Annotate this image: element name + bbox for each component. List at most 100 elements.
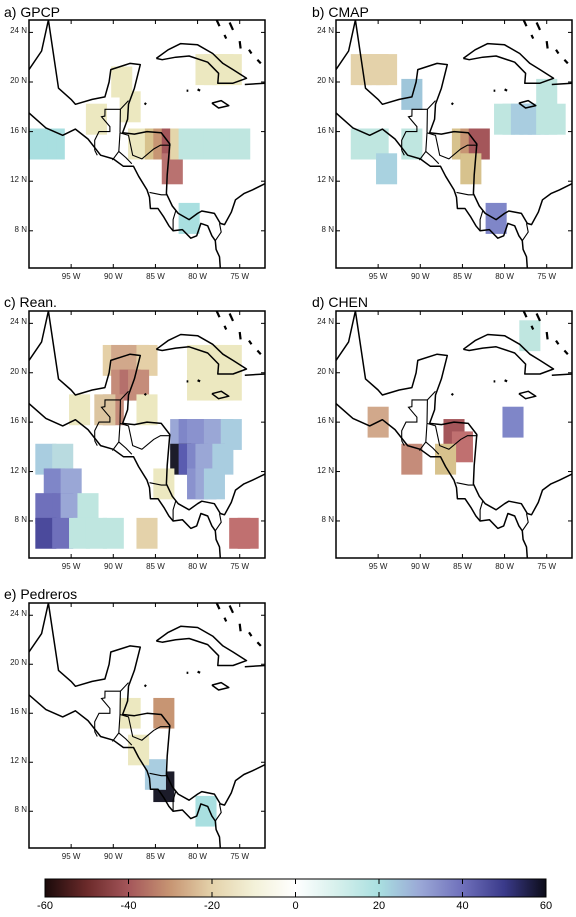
island-mark — [535, 313, 541, 322]
y-tick-label: 16 N — [317, 125, 334, 135]
tick-marks — [336, 311, 572, 558]
island-mark — [209, 294, 213, 295]
panel-label: a) GPCP — [4, 4, 61, 20]
coastlines — [29, 3, 265, 268]
anomaly-cell — [367, 128, 389, 160]
map-panel-2 — [335, 3, 573, 269]
island-mark — [450, 102, 454, 106]
island-mark — [555, 339, 560, 345]
anomaly-cells — [29, 54, 251, 234]
y-tick-label: 12 N — [10, 175, 27, 185]
country-borders — [94, 100, 222, 242]
anomaly-cell — [401, 128, 423, 160]
anomaly-cell — [35, 443, 57, 475]
country-borders — [401, 100, 529, 242]
tick-marks — [29, 603, 265, 848]
x-tick-label: 85 W — [146, 852, 165, 861]
island-mark — [267, 646, 270, 650]
island-mark — [256, 58, 262, 65]
panel-label: d) CHEN — [312, 294, 369, 310]
anomaly-cell — [35, 517, 57, 549]
map-frame — [28, 19, 266, 269]
colorbar-tick-label: 0 — [292, 900, 299, 912]
anomaly-cell — [60, 493, 82, 525]
anomaly-cell — [85, 517, 107, 549]
anomaly-cell — [212, 443, 234, 475]
anomaly-cell — [544, 103, 566, 135]
anomaly-cells — [367, 320, 541, 475]
anomaly-cell — [128, 369, 150, 401]
anomaly-cell — [69, 394, 91, 426]
x-tick-label: 90 W — [103, 272, 123, 281]
panel-label: e) Pedreros — [4, 586, 78, 602]
island-mark — [228, 313, 234, 322]
island-mark — [209, 3, 213, 4]
island-mark — [256, 349, 262, 355]
x-tick-label: 90 W — [103, 852, 123, 861]
x-tick-label: 85 W — [146, 562, 165, 571]
panel-label: c) Rean. — [4, 294, 57, 310]
anomaly-cell — [519, 320, 541, 352]
island-mark — [197, 670, 201, 674]
anomaly-cell — [376, 153, 398, 185]
anomaly-cell — [85, 103, 107, 135]
y-tick-label: 16 N — [10, 416, 27, 426]
x-tick-label: 75 W — [230, 562, 250, 571]
x-tick-label: 95 W — [61, 562, 81, 571]
y-tick-label: 20 N — [317, 76, 334, 85]
anomaly-cell — [153, 468, 175, 500]
cuba-outline — [155, 625, 248, 667]
y-tick-label: 12 N — [10, 465, 27, 475]
y-tick-label: 20 N — [317, 366, 334, 376]
anomaly-cell — [128, 128, 150, 160]
hispaniola-outline — [551, 82, 572, 86]
jamaica-outline — [518, 99, 537, 109]
anomaly-cell — [29, 128, 40, 160]
island-mark — [248, 339, 253, 345]
anomaly-cell — [485, 202, 507, 234]
caribbean-coast — [29, 603, 265, 806]
island-mark — [516, 3, 520, 4]
panels-layer — [28, 3, 573, 849]
anomaly-cell — [119, 91, 141, 123]
pacific-coast — [29, 403, 222, 558]
anomaly-cell — [136, 344, 158, 376]
colorbar-tick-label: -20 — [204, 900, 220, 912]
x-tick-label: 75 W — [230, 852, 250, 861]
anomaly-cell — [52, 517, 74, 549]
anomaly-cell — [468, 128, 490, 160]
anomaly-cell — [178, 202, 200, 234]
anomaly-cell — [69, 517, 91, 549]
caribbean-coast — [29, 20, 265, 226]
coastlines — [336, 3, 572, 268]
anomaly-cell — [128, 734, 150, 766]
x-tick-label: 95 W — [368, 562, 388, 571]
anomaly-cell — [102, 517, 124, 549]
island-mark — [545, 40, 549, 49]
anomaly-cell — [220, 369, 242, 401]
country-borders — [94, 682, 222, 822]
anomaly-cell — [401, 443, 423, 475]
island-mark — [535, 22, 541, 31]
island-mark — [267, 354, 270, 358]
anomaly-cell — [119, 697, 141, 729]
map-frame — [28, 602, 266, 849]
y-tick-label: 24 N — [10, 609, 27, 619]
x-tick-label: 85 W — [453, 272, 472, 281]
x-tick-label: 80 W — [188, 852, 207, 861]
anomaly-cell — [111, 344, 133, 376]
y-tick-label: 16 N — [317, 416, 334, 426]
island-mark — [238, 40, 242, 49]
island-mark — [238, 331, 242, 340]
x-tick-label: 80 W — [188, 562, 207, 571]
caribbean-coast — [29, 311, 265, 516]
island-mark — [450, 392, 454, 396]
x-tick-label: 90 W — [410, 272, 430, 281]
map-panel-3 — [28, 294, 270, 559]
anomaly-cell — [460, 153, 482, 185]
colorbar-tick-label: 20 — [372, 900, 386, 912]
tick-marks — [29, 20, 265, 268]
x-tick-label: 85 W — [146, 272, 165, 281]
y-tick-label: 8 N — [14, 224, 27, 234]
